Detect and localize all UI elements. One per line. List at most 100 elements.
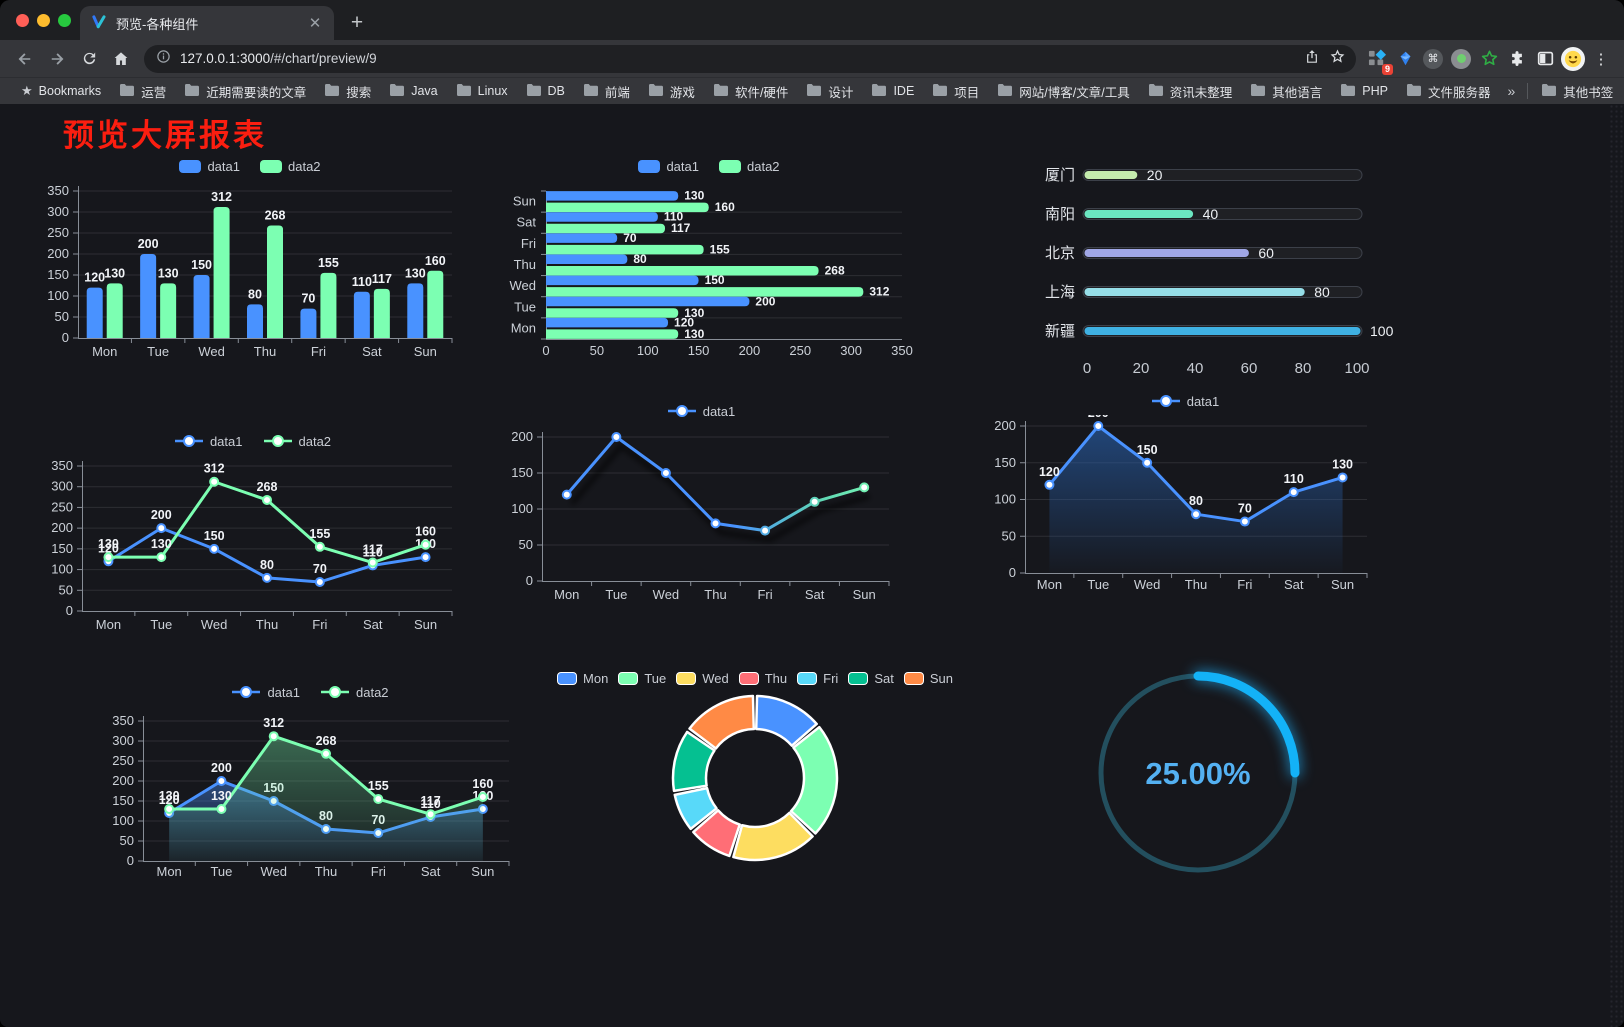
split-screen-icon[interactable] — [1532, 45, 1558, 73]
plot-svg[interactable]: 0 50 100 150 200 250 300 350 Mon Tue Wed Thu Fri Sat S… — [40, 179, 460, 371]
chart-two-series-area[interactable]: data1 data2 0 50 100 150 200 250 300 350 Mon Tue We… — [95, 669, 525, 899]
bookmark-folder[interactable]: 搜索 — [315, 82, 380, 101]
svg-text:40: 40 — [1203, 206, 1219, 222]
legend-item[interactable]: Tue — [618, 671, 666, 686]
bookmark-folder[interactable]: 软件/硬件 — [704, 82, 797, 101]
svg-text:Mon: Mon — [96, 617, 121, 632]
chart-percent-ring[interactable]: 25.00% — [1060, 649, 1350, 909]
folder-icon — [1340, 83, 1356, 99]
bookmark-folder[interactable]: 运营 — [110, 82, 175, 101]
plot-svg[interactable]: 厦门 20 南阳 40 北京 60 上海 80 新疆 100 0 20 40 60 80 100 — [990, 151, 1400, 396]
svg-text:60: 60 — [1258, 245, 1274, 261]
chart-area-line[interactable]: data1 0 50 100 150 200 Mon Tue Wed Thu Fri Sat Sun 1… — [975, 387, 1395, 607]
bookmark-folder[interactable]: 文件服务器 — [1397, 82, 1500, 101]
svg-text:160: 160 — [415, 525, 436, 539]
bookmark-folder[interactable]: 游戏 — [639, 82, 704, 101]
browser-menu-icon[interactable]: ⋮ — [1593, 50, 1609, 68]
bookmarks-manager-item[interactable]: ★ Bookmarks — [12, 83, 110, 99]
bookmarks-divider — [1527, 83, 1529, 99]
legend-item[interactable]: Mon — [557, 671, 608, 686]
svg-text:150: 150 — [191, 258, 212, 272]
bookmark-folder[interactable]: 前端 — [574, 82, 639, 101]
plot-svg[interactable] — [530, 694, 980, 924]
bookmark-folder[interactable]: PHP — [1331, 83, 1397, 99]
new-tab-button[interactable]: + — [350, 11, 364, 34]
bookmark-folder[interactable]: Java — [380, 83, 446, 99]
chart-week-donut[interactable]: Mon Tue Wed Thu Fri Sat Sun — [530, 664, 980, 924]
bookmark-folder[interactable]: 近期需要读的文章 — [175, 82, 315, 101]
legend-swatch — [903, 671, 924, 685]
legend-item[interactable]: Thu — [738, 671, 787, 686]
svg-text:Fri: Fri — [371, 864, 386, 879]
bookmark-folder[interactable]: DB — [517, 83, 574, 99]
back-button[interactable] — [10, 44, 40, 74]
bookmarks-overflow-button[interactable]: » — [1507, 83, 1516, 99]
profile-avatar[interactable] — [1560, 45, 1586, 73]
svg-text:200: 200 — [994, 418, 1016, 433]
svg-text:Sat: Sat — [516, 215, 536, 230]
extensions-puzzle-icon[interactable] — [1504, 45, 1530, 73]
legend-item[interactable]: Wed — [676, 671, 729, 686]
svg-text:Wed: Wed — [1134, 577, 1161, 592]
bookmark-folder[interactable]: 其他语言 — [1241, 82, 1331, 101]
share-icon[interactable] — [1304, 48, 1320, 70]
legend-swatch — [676, 671, 697, 685]
extension-grid-icon[interactable]: 9 — [1364, 45, 1393, 75]
address-bar[interactable]: 127.0.0.1:3000/#/chart/preview/9 — [144, 44, 1356, 73]
legend-item[interactable]: Sat — [848, 671, 894, 686]
legend-item[interactable]: data2 — [719, 159, 780, 174]
svg-text:50: 50 — [59, 582, 73, 597]
plot-svg[interactable]: 0 50 100 150 200 250 300 350 Mon Tue Wed Thu Fri Sat S… — [40, 454, 465, 644]
bookmark-folder[interactable]: IDE — [862, 83, 923, 99]
svg-text:Fri: Fri — [312, 617, 327, 632]
legend-item[interactable]: data2 — [260, 159, 321, 174]
plot-svg[interactable]: 0 50 100 150 200 Mon Tue Wed Thu Fri Sat Sun — [487, 425, 915, 615]
svg-text:Sun: Sun — [853, 587, 876, 602]
home-button[interactable] — [106, 44, 136, 74]
bookmark-star-icon[interactable] — [1329, 48, 1346, 70]
legend-item[interactable]: data1 — [231, 685, 300, 700]
chart-city-progress[interactable]: 厦门 20 南阳 40 北京 60 上海 80 新疆 100 0 20 40 60 80 100 — [990, 151, 1400, 396]
close-window-button[interactable] — [16, 14, 29, 27]
reload-button[interactable] — [74, 44, 104, 74]
extension-record-icon[interactable] — [1448, 45, 1474, 73]
svg-text:150: 150 — [51, 541, 73, 556]
chart-line-two-series[interactable]: data1 data2 0 50 100 150 200 250 300 350 Mon Tue We… — [40, 424, 465, 644]
plot-svg[interactable]: 0 50 100 150 200 250 300 350 Mon Tue Wed Thu Fri Sat S… — [95, 709, 525, 899]
legend-item[interactable]: data2 — [263, 434, 331, 449]
maximize-window-button[interactable] — [58, 14, 71, 27]
svg-text:268: 268 — [316, 734, 337, 748]
chart-grouped-bar[interactable]: data1 data2 0 50 100 150 200 250 300 350 Mon Tue We… — [40, 149, 460, 371]
bookmark-folder[interactable]: 资讯未整理 — [1139, 82, 1242, 101]
svg-text:Sun: Sun — [414, 344, 437, 359]
tab-close-icon[interactable]: ✕ — [308, 15, 322, 32]
legend-item[interactable]: data1 — [667, 404, 735, 419]
legend-item[interactable]: data1 — [179, 159, 240, 174]
bookmark-folder[interactable]: 网站/博客/文章/工具 — [988, 82, 1138, 101]
legend-item[interactable]: data1 — [638, 159, 699, 174]
browser-tab[interactable]: 预览-各种组件 ✕ — [80, 6, 334, 40]
legend-item[interactable]: data2 — [320, 685, 389, 700]
chart-gradient-line[interactable]: data1 0 50 100 150 200 Mon Tue Wed Thu Fri Sat Sun — [487, 397, 915, 615]
extension-command-icon[interactable]: ⌘ — [1420, 45, 1446, 73]
bookmark-folder[interactable]: Linux — [447, 83, 517, 99]
site-info-icon[interactable] — [156, 49, 171, 69]
minimize-window-button[interactable] — [37, 14, 50, 27]
bookmarks-bar: ★ Bookmarks 运营 近期需要读的文章 搜索 Java Linux DB 前端 游戏软… — [0, 77, 1624, 104]
bookmark-folder[interactable]: 项目 — [923, 82, 988, 101]
legend-item[interactable]: Fri — [797, 671, 838, 686]
other-bookmarks-folder[interactable]: 其他书签 — [1532, 82, 1622, 101]
legend-item[interactable]: data1 — [1151, 394, 1219, 409]
bookmark-folder[interactable]: 设计 — [797, 82, 862, 101]
chart-horizontal-bar[interactable]: data1 data2 0 50 100 150 200 250 300 350 Sun 130 16… — [498, 149, 920, 371]
forward-button[interactable] — [42, 44, 72, 74]
extension-gem-icon[interactable] — [1392, 45, 1418, 73]
folder-icon — [1148, 83, 1164, 99]
extension-green-star-icon[interactable] — [1476, 45, 1502, 73]
legend-item[interactable]: data1 — [174, 434, 243, 449]
url-text[interactable]: 127.0.0.1:3000/#/chart/preview/9 — [180, 51, 377, 66]
plot-svg[interactable]: 0 50 100 150 200 Mon Tue Wed Thu Fri Sat Sun 120 200 1… — [975, 415, 1395, 607]
plot-svg[interactable]: 25.00% — [1060, 649, 1350, 909]
legend-item[interactable]: Sun — [903, 671, 953, 686]
